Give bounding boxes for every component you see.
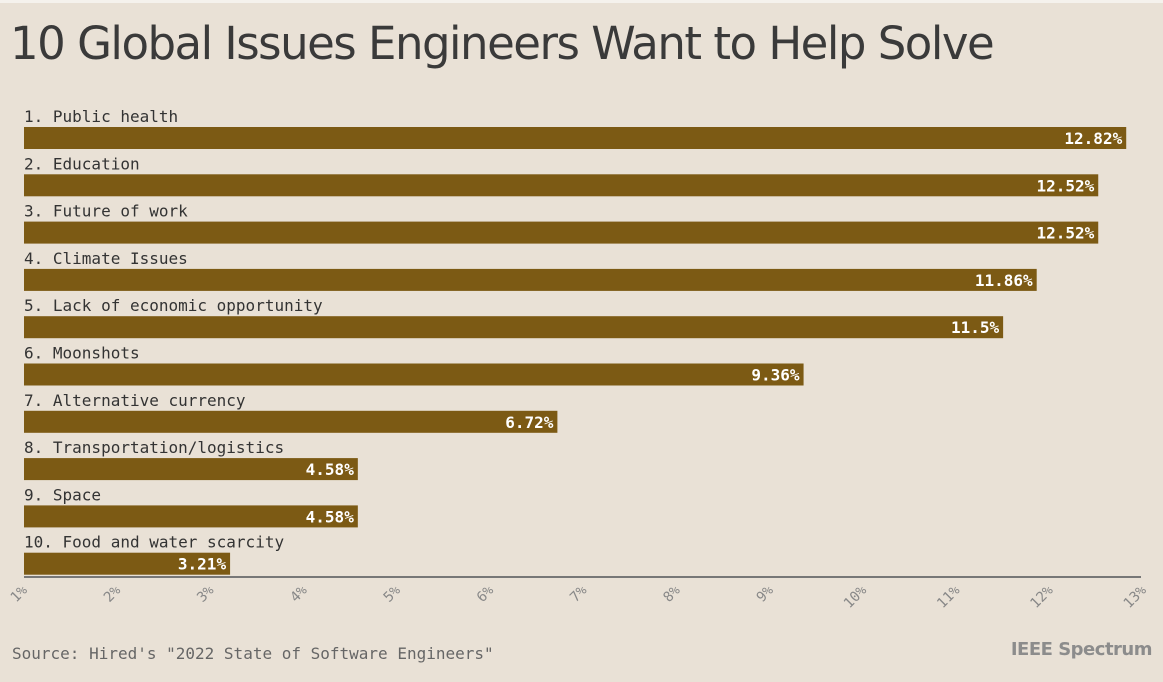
value-label: 4.58% [306, 507, 355, 526]
x-tick-label: 4% [287, 582, 311, 606]
value-label: 12.52% [1036, 176, 1094, 195]
value-label: 11.5% [951, 318, 1000, 337]
category-label: 6. Moonshots [24, 344, 140, 363]
x-tick-label: 5% [381, 582, 405, 606]
bar [24, 268, 1037, 291]
x-tick-label: 2% [101, 582, 125, 606]
source-note: Source: Hired's "2022 State of Software … [12, 644, 494, 663]
x-tick-label: 10% [841, 582, 871, 612]
bar [24, 410, 558, 433]
value-label: 6.72% [505, 413, 554, 432]
bar [24, 552, 231, 575]
value-label: 11.86% [975, 271, 1033, 290]
bar [24, 127, 1127, 149]
value-label: 9.36% [751, 366, 800, 385]
category-label: 5. Lack of economic opportunity [24, 296, 323, 315]
bar-chart: 1. Public health 12.82% 2. Education 12.52%… [8, 107, 1151, 612]
category-label: 2. Education [24, 154, 140, 173]
x-tick-label: 3% [194, 582, 218, 606]
category-label: 3. Future of work [24, 202, 188, 221]
x-tick-label: 9% [754, 582, 778, 606]
x-tick-label: 8% [660, 582, 684, 606]
x-tick-label: 1% [8, 582, 32, 606]
category-label: 1. Public health [24, 107, 178, 126]
value-label: 12.52% [1036, 224, 1094, 243]
x-tick-label: 11% [934, 582, 964, 612]
category-label: 4. Climate Issues [24, 249, 188, 268]
value-label: 12.82% [1064, 129, 1122, 148]
x-tick-label: 6% [474, 582, 498, 606]
bar [24, 174, 1099, 197]
value-label: 3.21% [178, 555, 227, 574]
x-tick-label: 7% [567, 582, 591, 606]
bar [24, 363, 804, 386]
bar [24, 221, 1099, 244]
x-tick-label: 12% [1027, 582, 1057, 612]
bar [24, 458, 358, 481]
category-label: 10. Food and water scarcity [24, 533, 284, 552]
x-tick-label: 13% [1121, 582, 1151, 612]
bar [24, 505, 358, 528]
chart-title: 10 Global Issues Engineers Want to Help … [10, 17, 995, 70]
brand-logo: IEEE Spectrum [1010, 639, 1153, 660]
category-label: 9. Space [24, 485, 101, 504]
value-label: 4.58% [306, 460, 355, 479]
category-label: 8. Transportation/logistics [24, 438, 284, 457]
bar [24, 316, 1004, 339]
category-label: 7. Alternative currency [24, 391, 246, 410]
